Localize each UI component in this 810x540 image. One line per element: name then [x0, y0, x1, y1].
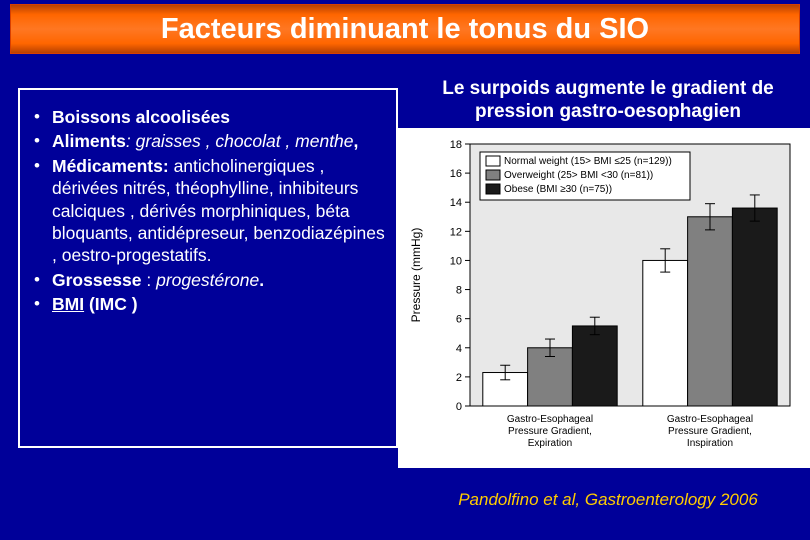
svg-text:Pressure Gradient,: Pressure Gradient,	[668, 426, 752, 437]
list-item: Boissons alcoolisées	[30, 106, 386, 128]
svg-text:4: 4	[456, 343, 462, 355]
chart-title: Le surpoids augmente le gradient de pres…	[418, 78, 798, 124]
bullet-bold-underline: BMI	[52, 294, 84, 314]
svg-text:14: 14	[450, 197, 462, 209]
svg-text:Pressure (mmHg): Pressure (mmHg)	[409, 228, 423, 323]
bullet-comma: ,	[354, 131, 359, 151]
bullet-colon: :	[146, 270, 156, 290]
svg-text:Pressure Gradient,: Pressure Gradient,	[508, 426, 592, 437]
pressure-chart: 0 2 4 6 8 10 12 14 16 18 Pressure (mmHg) Gastro-Eso…	[398, 128, 810, 468]
bullet-bold: Médicaments	[52, 156, 163, 176]
svg-text:10: 10	[450, 255, 462, 267]
svg-text:16: 16	[450, 168, 462, 180]
bar-chart-svg: 0 2 4 6 8 10 12 14 16 18 Pressure (mmHg) Gastro-Eso…	[398, 128, 810, 468]
svg-text:Overweight (25> BMI <30 (n=81): Overweight (25> BMI <30 (n=81))	[504, 170, 653, 181]
svg-text:Expiration: Expiration	[528, 438, 572, 449]
factors-box: Boissons alcoolisées Aliments: graisses …	[18, 88, 398, 448]
svg-text:Gastro-Esophageal: Gastro-Esophageal	[507, 414, 593, 425]
svg-text:Normal weight (15> BMI ≤25 (n=: Normal weight (15> BMI ≤25 (n=129))	[504, 156, 672, 167]
svg-text:12: 12	[450, 226, 462, 238]
list-item: Aliments: graisses , chocolat , menthe,	[30, 130, 386, 152]
list-item: BMI (IMC )	[30, 293, 386, 315]
svg-text:0: 0	[456, 401, 462, 413]
bullet-bold: Grossesse	[52, 270, 146, 290]
bullet-italic: : graisses , chocolat , menthe	[126, 131, 354, 151]
factors-list: Boissons alcoolisées Aliments: graisses …	[30, 106, 386, 316]
bullet-dot: .	[259, 270, 264, 290]
slide-title: Facteurs diminuant le tonus du SIO	[161, 13, 649, 46]
svg-text:2: 2	[456, 372, 462, 384]
svg-text:Gastro-Esophageal: Gastro-Esophageal	[667, 414, 753, 425]
list-item: Médicaments: anticholinergiques , dérivé…	[30, 155, 386, 267]
bullet-text: (IMC )	[84, 294, 137, 314]
bullet-italic: progestérone	[156, 270, 259, 290]
svg-text:18: 18	[450, 139, 462, 151]
svg-text:Obese (BMI ≥30 (n=75)): Obese (BMI ≥30 (n=75))	[504, 184, 612, 195]
citation: Pandolfino et al, Gastroenterology 2006	[418, 490, 798, 510]
svg-text:Inspiration: Inspiration	[687, 438, 733, 449]
bullet-bold: Aliments	[52, 131, 126, 151]
svg-text:6: 6	[456, 314, 462, 326]
svg-text:8: 8	[456, 285, 462, 297]
list-item: Grossesse : progestérone.	[30, 269, 386, 291]
title-bar: Facteurs diminuant le tonus du SIO	[10, 4, 800, 54]
bullet-bold: Boissons alcoolisées	[52, 107, 230, 127]
